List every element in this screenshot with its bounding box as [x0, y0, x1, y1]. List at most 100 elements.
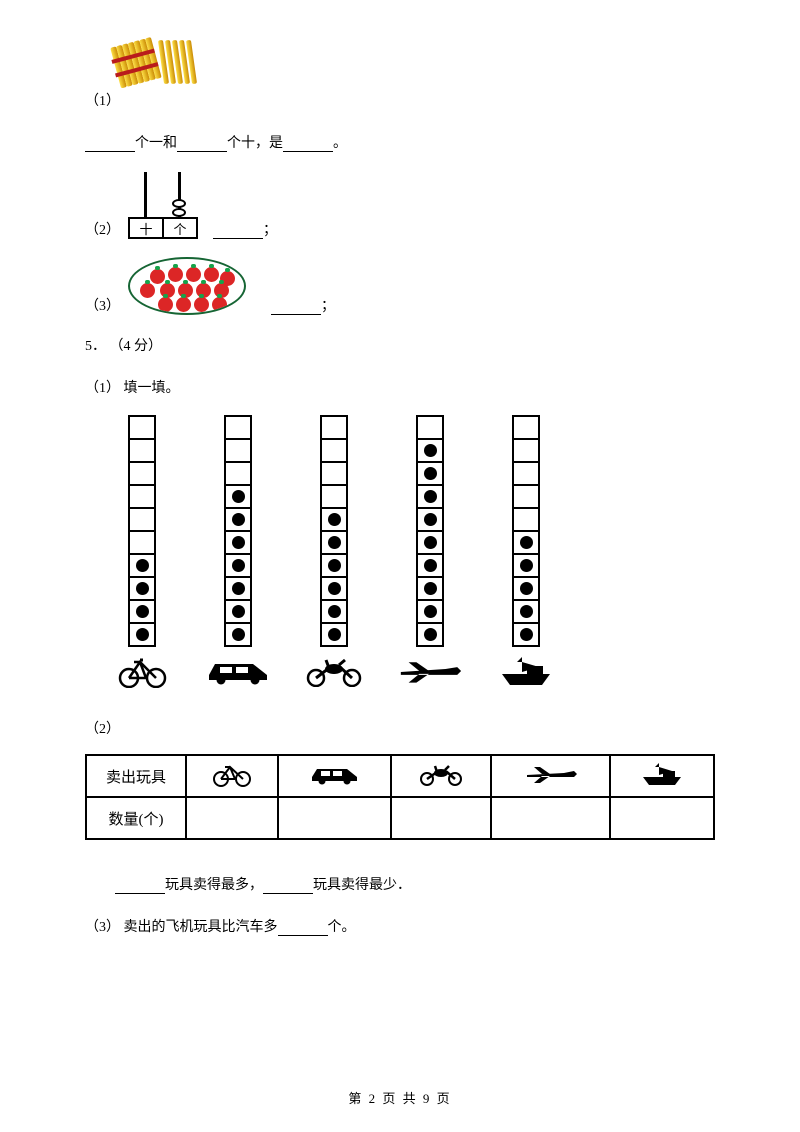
car-icon [203, 653, 273, 688]
text: ； [321, 295, 335, 315]
q5-sub1: （1） 填一填。 [85, 377, 715, 397]
chart-cell [512, 507, 540, 532]
chart-cell [320, 415, 348, 440]
q2-label: （2） [85, 219, 120, 239]
fill-most-least: 玩具卖得最多， 玩具卖得最少． [115, 874, 715, 894]
abacus-tens: 十 [130, 219, 164, 237]
chart-column-ship [491, 415, 561, 688]
chart-cell [224, 461, 252, 486]
chart-cell [128, 415, 156, 440]
table-cell[interactable] [391, 797, 491, 839]
chart-column-bicycle [107, 415, 177, 688]
chart-cell [512, 622, 540, 647]
text: （3） 卖出的飞机玩具比汽车多 [85, 916, 278, 936]
chart-cell [224, 507, 252, 532]
chart-cell [416, 415, 444, 440]
chart-cell [320, 484, 348, 509]
blank[interactable] [115, 878, 165, 894]
page-footer: 第 2 页 共 9 页 [0, 1088, 800, 1107]
text: 个十，是 [227, 132, 283, 152]
blank[interactable] [85, 136, 135, 152]
table-header-qty: 数量(个) [86, 797, 186, 839]
chart-cell [224, 599, 252, 624]
abacus-ones: 个 [164, 219, 196, 237]
chart-cell [224, 553, 252, 578]
chart-cell [128, 622, 156, 647]
table-cell[interactable] [186, 797, 278, 839]
blank[interactable] [283, 136, 333, 152]
chart-cell [320, 438, 348, 463]
chart-cell [320, 576, 348, 601]
text: 。 [333, 132, 347, 152]
q1-fill: 个一和 个十，是 。 [85, 132, 715, 152]
chart-cell [416, 530, 444, 555]
q5-points: （4 分） [110, 339, 163, 354]
q5-header: 5． （4 分） [85, 335, 715, 355]
table-cell[interactable] [491, 797, 611, 839]
chart-cell [416, 438, 444, 463]
chart-cell [416, 484, 444, 509]
airplane-icon [395, 653, 465, 688]
chart-cell [512, 461, 540, 486]
sticks-image [115, 40, 715, 84]
chart-cell [128, 507, 156, 532]
table-cell[interactable] [278, 797, 392, 839]
blank[interactable] [177, 136, 227, 152]
abacus-image: 十 个 [128, 174, 198, 239]
text: 玩具卖得最多， [165, 874, 263, 894]
chart-cell [224, 415, 252, 440]
blank[interactable] [213, 223, 263, 239]
q1-label: （1） [85, 90, 715, 110]
chart-cell [512, 553, 540, 578]
chart-cell [512, 484, 540, 509]
chart-column-motorcycle [299, 415, 369, 688]
chart-cell [512, 576, 540, 601]
text: 玩具卖得最少． [313, 874, 411, 894]
blank[interactable] [263, 878, 313, 894]
chart-cell [128, 553, 156, 578]
chart-cell [416, 576, 444, 601]
chart-cell [320, 461, 348, 486]
chart-cell [416, 461, 444, 486]
table-cell-motorcycle [391, 755, 491, 797]
chart-cell [224, 530, 252, 555]
q3-label: （3） [85, 295, 120, 315]
chart-cell [128, 461, 156, 486]
bar-chart [107, 415, 715, 688]
blank[interactable] [271, 299, 321, 315]
chart-cell [128, 599, 156, 624]
chart-cell [512, 530, 540, 555]
q5-sub3: （3） 卖出的飞机玩具比汽车多 个。 [85, 916, 715, 936]
q5-sub2: （2） [85, 718, 715, 738]
table-cell-ship [610, 755, 714, 797]
ship-icon [491, 653, 561, 688]
chart-column-car [203, 415, 273, 688]
motorcycle-icon [299, 653, 369, 688]
text: 个。 [328, 916, 356, 936]
chart-cell [512, 438, 540, 463]
table-cell[interactable] [610, 797, 714, 839]
table-cell-car [278, 755, 392, 797]
chart-cell [416, 599, 444, 624]
text: 个一和 [135, 132, 177, 152]
chart-cell [224, 484, 252, 509]
chart-cell [416, 507, 444, 532]
toy-table: 卖出玩具 数量(个) [85, 754, 715, 840]
chart-cell [416, 553, 444, 578]
chart-cell [512, 599, 540, 624]
chart-cell [320, 553, 348, 578]
q5-number: 5． [85, 339, 106, 354]
chart-cell [416, 622, 444, 647]
apple-plate-image [128, 257, 246, 315]
chart-cell [320, 599, 348, 624]
chart-cell [128, 438, 156, 463]
table-cell-bicycle [186, 755, 278, 797]
text: ； [263, 219, 277, 239]
chart-cell [128, 530, 156, 555]
chart-cell [128, 484, 156, 509]
chart-cell [224, 576, 252, 601]
chart-cell [320, 507, 348, 532]
chart-cell [128, 576, 156, 601]
table-header-toys: 卖出玩具 [86, 755, 186, 797]
blank[interactable] [278, 920, 328, 936]
